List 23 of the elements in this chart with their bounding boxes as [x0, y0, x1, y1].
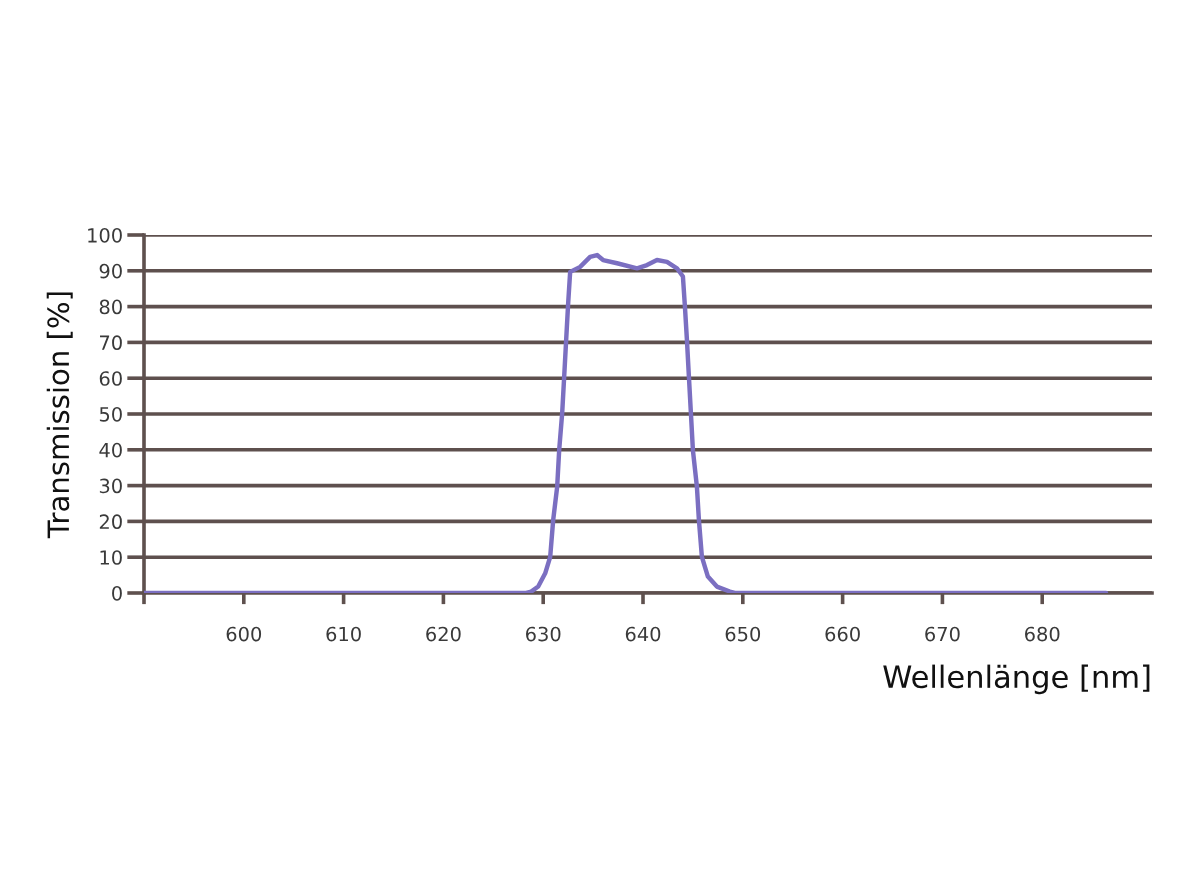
y-tick-label: 40: [99, 442, 122, 458]
y-tick-label: 20: [99, 514, 122, 530]
x-tick-label: 640: [625, 626, 661, 642]
x-tick-label: 670: [925, 626, 960, 642]
y-tick-label: 60: [99, 371, 122, 386]
y-tick-label: 80: [99, 299, 122, 315]
x-axis-title: Wellenlänge [nm]: [883, 664, 1150, 695]
x-tick-label: 660: [825, 626, 860, 642]
line-series: [144, 252, 1109, 593]
x-tick-label: 620: [426, 626, 461, 642]
y-tick-label: 100: [88, 227, 122, 243]
y-tick-label: 0: [112, 585, 122, 601]
y-axis-title: Transmission [%]: [46, 292, 73, 539]
y-tick-label: 90: [99, 263, 122, 279]
x-tick-label: 610: [326, 626, 361, 642]
y-tick-label: 10: [100, 550, 122, 565]
y-tick-label: 30: [99, 478, 122, 494]
x-tick-label: 630: [526, 626, 561, 642]
x-tick-label: 650: [725, 626, 761, 642]
y-tick-label: 70: [100, 335, 122, 351]
y-tick-label: 50: [99, 406, 122, 422]
x-tick-label: 680: [1025, 626, 1060, 642]
x-tick-label: 600: [226, 626, 262, 642]
